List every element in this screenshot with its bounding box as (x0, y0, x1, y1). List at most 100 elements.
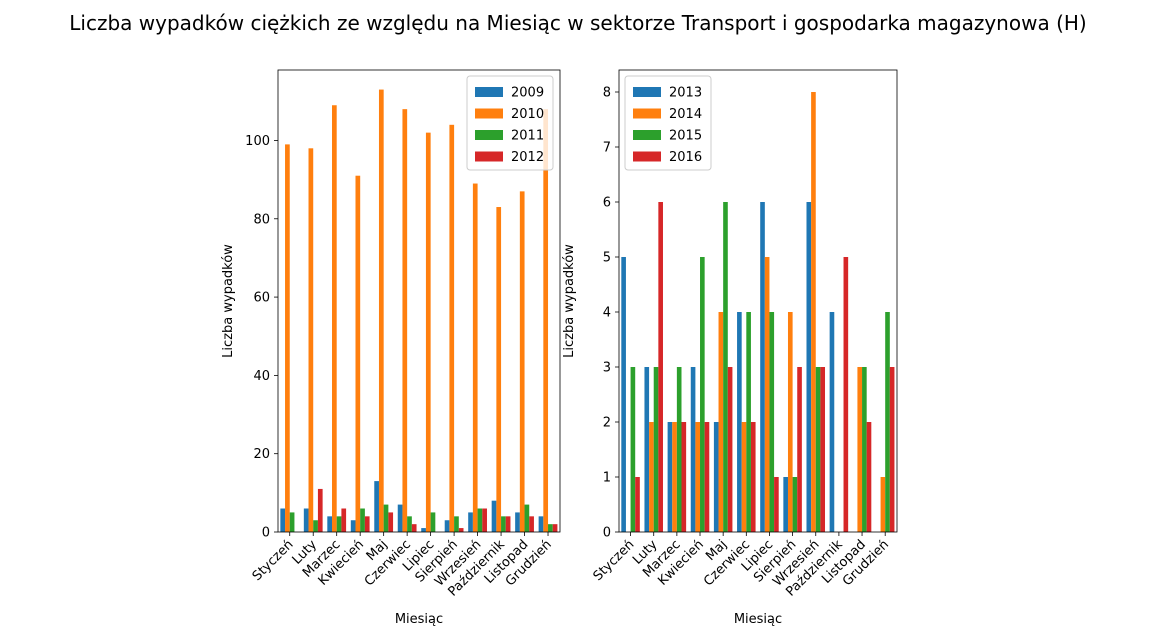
legend-label-2013: 2013 (669, 86, 702, 101)
bar-2016-Maj (727, 367, 733, 532)
legend-box (624, 75, 712, 171)
y-tick-label: 80 (253, 212, 270, 227)
bar-2014-Lipiec (764, 257, 770, 532)
bar-2009-Lipiec (421, 528, 426, 532)
bar-2016-Lipiec (774, 477, 779, 532)
bar-2015-Luty (653, 367, 659, 532)
y-tick-label: 7 (603, 141, 611, 156)
bar-2011-Październik (501, 516, 506, 532)
bar-2012-Luty (317, 488, 323, 532)
bar-2013-Wrzesień (806, 202, 812, 532)
bar-2015-Sierpień (792, 477, 798, 532)
bar-2010-Czerwiec (402, 109, 408, 533)
legend-swatch-2011 (475, 130, 503, 140)
bar-2010-Lipiec (425, 132, 431, 532)
bar-2014-Wrzesień (811, 92, 816, 532)
bar-2009-Wrzesień (468, 512, 473, 532)
bar-2010-Sierpień (449, 124, 455, 532)
bar-2011-Marzec (336, 516, 342, 532)
bar-2015-Lipiec (769, 312, 775, 532)
bar-2013-Czerwiec (737, 312, 742, 532)
y-tick-label: 3 (603, 361, 611, 376)
bar-2009-Marzec (327, 516, 333, 532)
legend-swatch-2013 (633, 87, 661, 97)
legend-swatch-2010 (475, 108, 503, 119)
bar-2012-Sierpień (458, 528, 464, 532)
bar-2010-Październik (496, 207, 502, 532)
legend-swatch-2014 (633, 108, 661, 119)
legend-label-2014: 2014 (669, 107, 702, 122)
bar-2010-Luty (308, 148, 314, 532)
bar-2014-Czerwiec (741, 422, 747, 532)
bar-2014-Sierpień (787, 312, 793, 532)
bar-2010-Marzec (332, 105, 337, 533)
y-tick-label: 5 (603, 251, 611, 266)
bar-2015-Listopad (862, 367, 867, 532)
bar-2013-Kwiecień (690, 367, 696, 532)
bar-2011-Sierpień (454, 516, 459, 532)
y-tick-label: 6 (603, 196, 611, 211)
bar-2011-Wrzesień (477, 508, 483, 532)
bar-2015-Styczeń (630, 367, 636, 532)
bar-2011-Czerwiec (407, 516, 412, 532)
plot-frame (618, 69, 898, 533)
y-tick-label: 8 (603, 86, 611, 101)
y-tick-label: 0 (603, 526, 611, 541)
bar-2015-Kwiecień (700, 257, 705, 532)
legend-label-2012: 2012 (511, 150, 544, 165)
bar-2013-Październik (829, 312, 835, 532)
bar-2009-Maj (374, 481, 379, 532)
bar-2011-Luty (313, 520, 318, 532)
bar-2015-Wrzesień (815, 367, 821, 532)
bar-2012-Maj (388, 512, 394, 532)
legend-swatch-2016 (633, 151, 661, 162)
x-tick-label: Styczeń (591, 537, 638, 584)
x-axis-label: Miesiąc (395, 612, 443, 627)
y-tick-label: 4 (603, 306, 611, 321)
bar-2016-Luty (658, 202, 663, 532)
bar-2012-Grudzień (552, 524, 558, 532)
bar-2016-Grudzień (889, 367, 895, 532)
y-tick-label: 2 (603, 416, 611, 431)
legend-box (466, 75, 554, 171)
bar-2010-Grudzień (543, 109, 549, 533)
bar-2011-Kwiecień (360, 508, 365, 532)
y-tick-label: 20 (253, 447, 270, 462)
legend-swatch-2009 (475, 87, 503, 97)
bar-2014-Luty (649, 422, 654, 532)
y-axis-label: Liczba wypadków (221, 244, 236, 358)
bar-2016-Styczeń (635, 477, 640, 532)
y-tick-label: 100 (245, 134, 270, 149)
bar-2014-Maj (718, 312, 724, 532)
bar-2009-Październik (491, 500, 497, 532)
bar-2015-Marzec (676, 367, 682, 532)
x-axis-label: Miesiąc (734, 612, 782, 627)
bar-2016-Kwiecień (704, 422, 710, 532)
bar-2011-Maj (383, 504, 389, 532)
bar-2010-Wrzesień (472, 183, 478, 533)
bar-2011-Grudzień (548, 524, 553, 532)
bar-2013-Sierpień (783, 477, 788, 532)
y-tick-label: 60 (253, 291, 270, 306)
bar-2012-Wrzesień (482, 508, 487, 532)
bar-2009-Grudzień (538, 516, 544, 532)
legend-label-2009: 2009 (511, 86, 544, 101)
bar-2014-Marzec (672, 422, 677, 532)
y-axis-label: Liczba wypadków (562, 244, 577, 358)
bar-2012-Czerwiec (411, 524, 417, 532)
bar-2013-Styczeń (621, 257, 626, 532)
legend-label-2010: 2010 (511, 107, 544, 122)
legend-label-2016: 2016 (669, 150, 702, 165)
bar-2009-Sierpień (444, 520, 450, 532)
x-tick-label: Styczeń (250, 537, 297, 584)
bar-2016-Wrzesień (820, 367, 826, 532)
bar-2016-Październik (843, 257, 849, 532)
bar-2010-Kwiecień (355, 175, 361, 532)
bar-2014-Grudzień (880, 477, 886, 532)
bar-2013-Marzec (667, 422, 673, 532)
bar-2009-Czerwiec (397, 504, 403, 532)
bar-2011-Styczeń (289, 512, 295, 532)
chart-suptitle: Liczba wypadków ciężkich ze względu na M… (69, 11, 1086, 35)
bar-2013-Lipiec (760, 202, 765, 532)
bar-2012-Październik (505, 516, 511, 532)
